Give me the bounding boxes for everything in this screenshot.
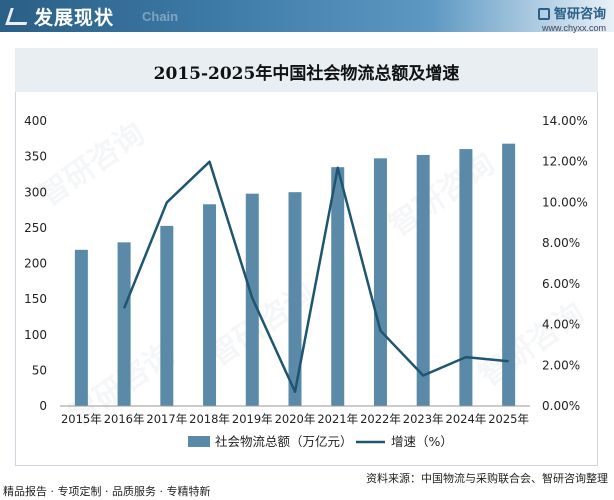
x-tick-label-0: 2015年: [61, 412, 102, 426]
x-tick-label-9: 2024年: [446, 412, 487, 426]
bar-7: [373, 158, 387, 406]
y-right-tick-4: 8.00%: [542, 236, 580, 250]
x-tick-label-1: 2016年: [104, 412, 145, 426]
axes-group: 2015年 2016年 2017年 2018年 2019年 2020年 2021年 2022年…: [24, 114, 588, 426]
bars-group: [74, 143, 516, 406]
x-tick-label-6: 2021年: [317, 412, 358, 426]
y-right-tick-7: 14.00%: [542, 114, 588, 128]
chart-title-band: [15, 48, 598, 92]
y-left-tick-5: 250: [24, 221, 47, 235]
y-right-tick-2: 4.00%: [542, 318, 580, 332]
bar-9: [459, 149, 473, 406]
growth-line: [122, 160, 509, 393]
y-left-tick-0: 0: [39, 399, 47, 413]
brand: 智研咨询 www.chyxx.com: [537, 3, 606, 33]
y-right-tick-1: 2.00%: [542, 358, 580, 372]
y-right-tick-6: 12.00%: [542, 155, 588, 169]
bar-8: [416, 154, 430, 406]
bar-0: [74, 249, 88, 406]
x-tick-label-7: 2022年: [360, 412, 401, 426]
y-left-tick-3: 150: [24, 292, 47, 306]
bar-1: [117, 242, 131, 406]
y-right-tick-0: 0.00%: [542, 399, 580, 413]
x-tick-label-8: 2023年: [403, 412, 444, 426]
chart-frame: [15, 48, 598, 466]
y-left-tick-2: 100: [24, 328, 47, 342]
x-tick-label-2: 2017年: [146, 412, 187, 426]
bar-6: [331, 167, 345, 406]
footer: 精品报告 · 专项定制 · 品质服务 · 专精特新: [0, 478, 614, 500]
footer-source: 资料来源：中国物流与采购联合会、智研咨询整理: [366, 472, 608, 485]
header-bar: 发展现状 Chain: [0, 0, 614, 32]
y-left-tick-7: 350: [24, 150, 47, 164]
y-left-tick-1: 50: [32, 363, 47, 377]
page-title: 发展现状: [34, 7, 115, 29]
bar-3: [203, 204, 217, 406]
x-tick-label-3: 2018年: [189, 412, 230, 426]
page-subtitle: Chain: [142, 9, 179, 24]
y-right-tick-5: 10.00%: [542, 195, 588, 209]
brand-logo-icon: [537, 8, 550, 20]
legend-label-line: 增速（%）: [391, 434, 453, 449]
legend-label-bar: 社会物流总额（万亿元）: [215, 434, 353, 449]
footer-services: 精品报告 · 专项定制 · 品质服务 · 专精特新: [3, 485, 211, 498]
legend-swatch-bar: [188, 436, 210, 447]
legend-group: 社会物流总额（万亿元） 增速（%）: [188, 434, 453, 449]
x-tick-label-10: 2025年: [488, 412, 529, 426]
y-left-tick-8: 400: [24, 114, 47, 128]
brand-url: www.chyxx.com: [541, 23, 606, 33]
y-right-tick-3: 6.00%: [542, 277, 580, 291]
bar-5: [288, 192, 302, 406]
x-tick-label-5: 2020年: [275, 412, 316, 426]
line-group: [122, 160, 509, 393]
x-tick-label-4: 2019年: [232, 412, 273, 426]
bar-10: [502, 143, 516, 406]
y-left-tick-6: 300: [24, 185, 47, 199]
bar-2: [160, 225, 174, 406]
chart-title: 2015-2025年中国社会物流总额及增速: [153, 64, 460, 84]
brand-name: 智研咨询: [553, 7, 606, 22]
y-left-tick-4: 200: [24, 257, 47, 271]
